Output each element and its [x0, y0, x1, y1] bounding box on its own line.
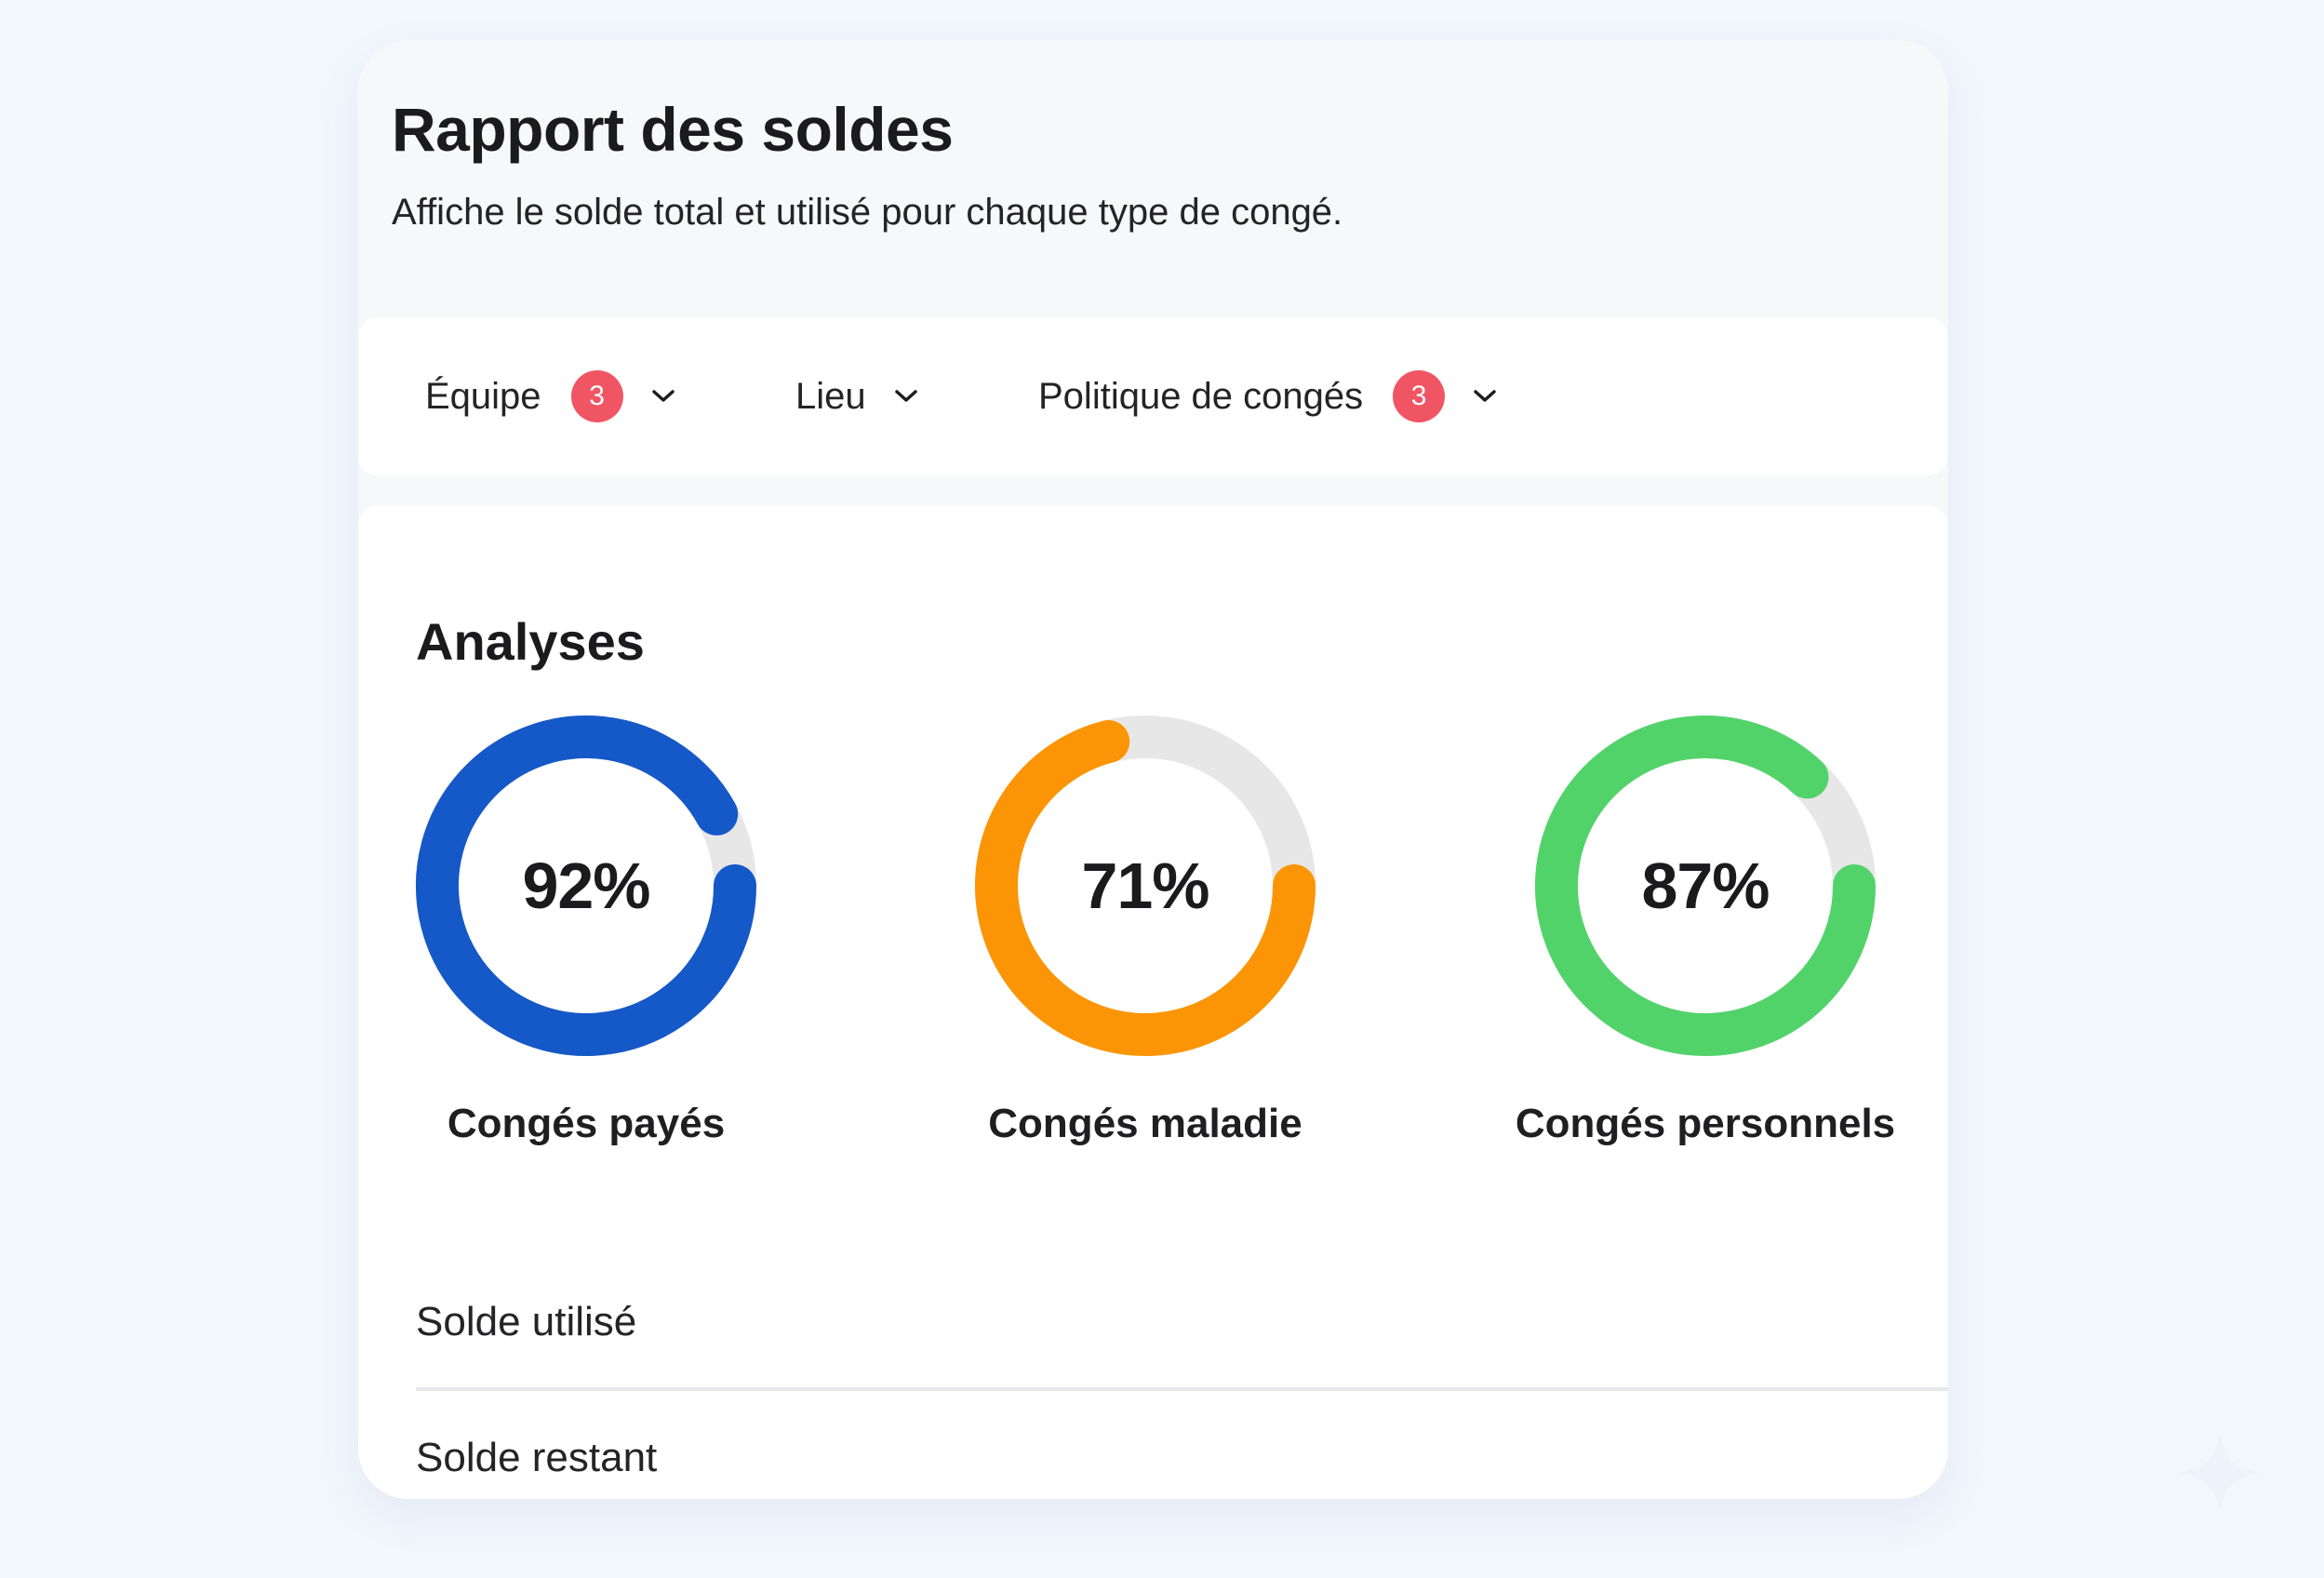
donut-chart-paid-leave: 92% [414, 714, 758, 1058]
sparkle-icon [2175, 1428, 2264, 1522]
analytics-title: Analyses [416, 612, 645, 671]
donut-progress-arc [416, 715, 756, 1056]
donut-label-paid-leave: Congés payés [447, 1101, 726, 1146]
used-balance-label: Solde utilisé [416, 1299, 637, 1344]
balance-report-card: Rapport des soldes Affiche le solde tota… [358, 40, 1948, 1499]
donut-progress-arc [975, 720, 1316, 1056]
chevron-down-icon [651, 389, 675, 404]
remaining-balance-row[interactable]: Solde restant [416, 1393, 1948, 1499]
filter-team-label: Équipe [425, 375, 541, 417]
donut-value: 87% [1641, 849, 1770, 922]
donut-progress-arc [1535, 715, 1876, 1056]
filter-location[interactable]: Lieu [795, 317, 918, 475]
filter-team-badge: 3 [570, 370, 623, 422]
filter-leave-policy-label: Politique de congés [1038, 375, 1364, 417]
donut-ring [1535, 715, 1876, 1056]
donut-value: 71% [1081, 849, 1209, 922]
donut-chart-sick-leave: 71% [973, 714, 1317, 1058]
donut-ring [975, 715, 1316, 1056]
filter-leave-policy[interactable]: Politique de congés 3 [1038, 317, 1497, 475]
page-title: Rapport des soldes [392, 95, 954, 164]
donut-chart-personal-leave: 87% [1533, 714, 1877, 1058]
donut-value: 92% [522, 849, 650, 922]
page-subtitle: Affiche le solde total et utilisé pour c… [392, 192, 1343, 233]
used-balance-row[interactable]: Solde utilisé [416, 1257, 1948, 1391]
filter-location-label: Lieu [795, 375, 866, 417]
donut-label-sick-leave: Congés maladie [988, 1101, 1302, 1146]
filter-bar: Équipe 3 Lieu Politique de congés 3 [358, 317, 1948, 475]
filter-leave-policy-badge: 3 [1393, 370, 1446, 422]
donut-label-personal-leave: Congés personnels [1515, 1101, 1896, 1146]
filter-team[interactable]: Équipe 3 [425, 317, 675, 475]
remaining-balance-label: Solde restant [416, 1435, 658, 1480]
chevron-down-icon [894, 389, 918, 404]
analytics-panel: Analyses 92% Congés payés 71% Congés mal… [358, 505, 1948, 1499]
chevron-down-icon [1473, 389, 1497, 404]
donut-ring [416, 715, 756, 1056]
